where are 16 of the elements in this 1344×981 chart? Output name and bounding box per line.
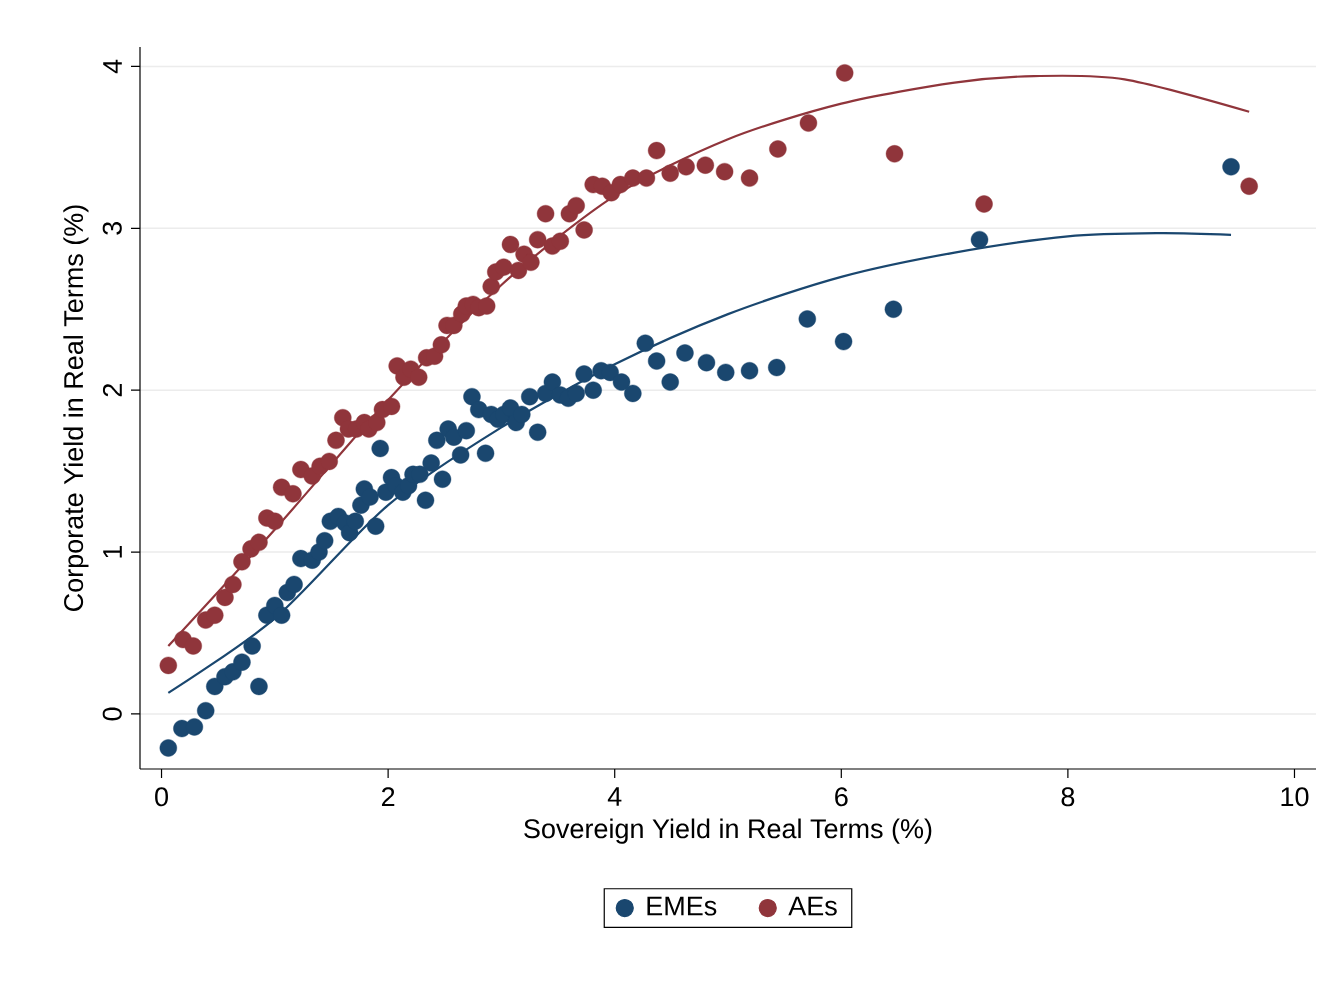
x-tick-label: 2 — [381, 787, 395, 807]
x-tick-label: 0 — [155, 787, 168, 807]
x-axis-title: Sovereign Yield in Real Terms (%) — [524, 818, 932, 844]
y-tick-label: 0 — [102, 707, 122, 721]
x-tick-label: 4 — [607, 787, 622, 806]
y-tick-label: 3 — [102, 221, 122, 235]
x-tick-label: 10 — [1281, 787, 1309, 807]
line-series — [167, 232, 1233, 695]
y-tick-label: 4 — [103, 59, 122, 74]
y-axis-title: Corporate Yield in Real Terms (%) — [63, 205, 89, 611]
legend-label: EMEs — [647, 896, 717, 916]
x-tick-label: 6 — [835, 787, 848, 807]
y-tick-label: 2 — [102, 384, 122, 397]
x-tick-label: 8 — [1061, 787, 1075, 807]
y-tick-label: 1 — [103, 545, 122, 558]
legend-label: AEs — [788, 896, 837, 916]
